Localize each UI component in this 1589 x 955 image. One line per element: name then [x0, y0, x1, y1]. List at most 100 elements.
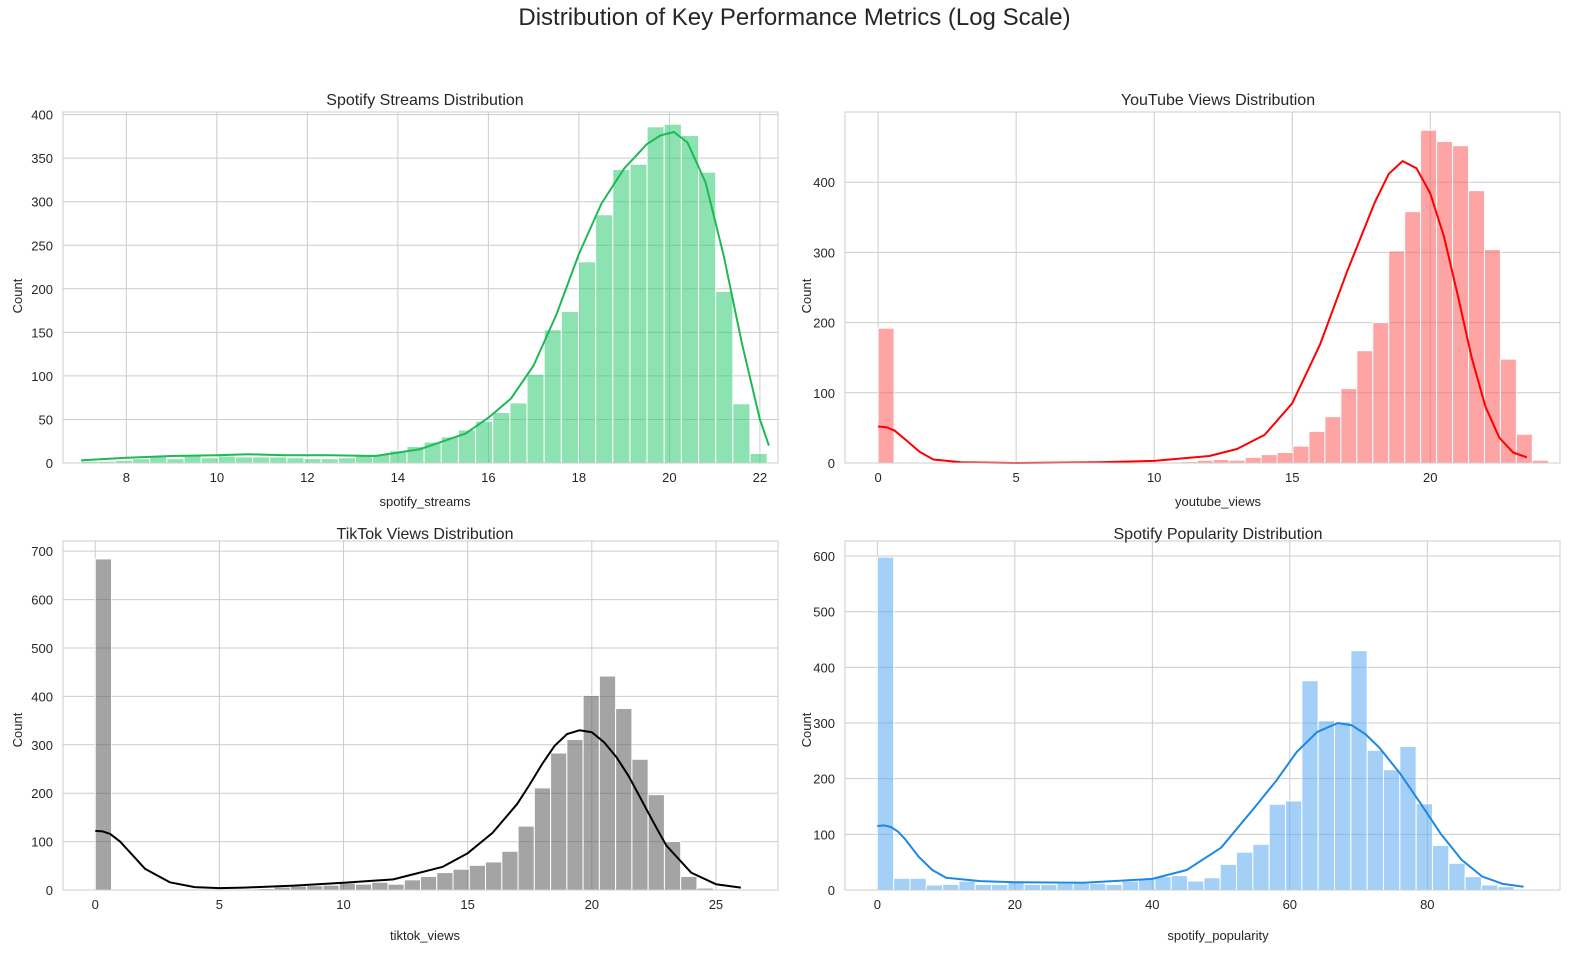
x-tick-label: 18 — [572, 470, 586, 485]
histogram-bar — [1324, 416, 1342, 464]
chart-title: YouTube Views Distribution — [1121, 92, 1315, 109]
y-tick-label: 700 — [31, 544, 53, 559]
histogram-bar — [1366, 749, 1384, 891]
histogram-bar — [1276, 451, 1294, 464]
histogram-bar — [876, 556, 895, 891]
x-tick-label: 10 — [210, 470, 224, 485]
histogram-bar — [132, 458, 151, 464]
histogram-bar — [1072, 882, 1091, 891]
x-tick-label: 20 — [1423, 470, 1437, 485]
y-tick-label: 300 — [813, 716, 835, 731]
y-tick-label: 250 — [31, 238, 53, 253]
x-tick-label: 0 — [875, 470, 882, 485]
histogram-bar — [485, 861, 503, 891]
histogram-bar — [1334, 721, 1352, 891]
y-tick-label: 0 — [46, 883, 53, 898]
histogram-bar — [403, 879, 421, 891]
y-tick-label: 300 — [813, 245, 835, 260]
histogram-bar — [183, 455, 202, 464]
histogram-bar — [1340, 388, 1358, 464]
histogram-bar — [1436, 140, 1454, 464]
histogram-bar — [517, 825, 535, 891]
histogram-bar — [1089, 882, 1107, 891]
histogram-bar — [200, 457, 219, 464]
x-tick-label: 15 — [460, 897, 474, 912]
histogram-bar — [598, 675, 617, 891]
histogram-bar — [663, 123, 682, 464]
histogram-bar — [1252, 843, 1270, 891]
x-tick-label: 0 — [92, 897, 99, 912]
x-axis-label: spotify_popularity — [1167, 928, 1269, 943]
histogram-bar — [338, 882, 356, 891]
histogram-bar — [991, 883, 1009, 891]
x-tick-label: 5 — [216, 897, 223, 912]
histogram-bar — [893, 877, 911, 891]
histogram-bar — [732, 403, 751, 464]
x-tick-label: 10 — [336, 897, 350, 912]
histogram-bar — [612, 168, 631, 464]
histogram-bar — [1404, 211, 1422, 464]
x-tick-label: 40 — [1145, 897, 1159, 912]
y-tick-label: 200 — [31, 282, 53, 297]
histogram-bar — [543, 329, 562, 464]
histogram-bar — [1212, 458, 1230, 464]
histogram-bar — [452, 868, 470, 891]
x-axis-label: spotify_streams — [379, 494, 471, 509]
histogram-bar — [1040, 883, 1058, 891]
figure-title: Distribution of Key Performance Metrics … — [518, 4, 1071, 31]
histogram-bar — [877, 327, 895, 464]
histogram-bar — [420, 875, 438, 891]
y-tick-label: 0 — [828, 456, 835, 471]
histogram-bar — [217, 455, 236, 464]
histogram-bar — [629, 163, 648, 464]
histogram-bar — [646, 126, 665, 464]
histogram-bar — [1464, 876, 1482, 891]
histogram-bar — [1105, 883, 1123, 891]
y-tick-label: 100 — [813, 827, 835, 842]
histogram-bar — [942, 883, 960, 891]
y-tick-label: 100 — [31, 835, 53, 850]
y-tick-label: 150 — [31, 325, 53, 340]
x-tick-label: 25 — [709, 897, 723, 912]
y-tick-label: 500 — [31, 641, 53, 656]
y-tick-label: 400 — [813, 660, 835, 675]
chart-title: TikTok Views Distribution — [337, 526, 514, 543]
y-tick-label: 100 — [813, 386, 835, 401]
histogram-bar — [371, 881, 389, 891]
histogram-bar — [436, 872, 454, 891]
histogram-bar — [560, 310, 579, 464]
histogram-bar — [1203, 877, 1221, 891]
x-tick-label: 60 — [1283, 897, 1297, 912]
y-tick-label: 600 — [31, 593, 53, 608]
histogram-bar — [303, 458, 322, 464]
histogram-bar — [566, 738, 584, 891]
histogram-bar — [1260, 454, 1278, 464]
histogram-bar — [1356, 350, 1374, 464]
spotify-popularity-chart: 0 20 40 60 80 0 100 200 300 400 500 600 Spotify Pop… — [799, 526, 1561, 943]
histogram-bar — [1497, 886, 1515, 891]
histogram-bar — [1236, 851, 1254, 891]
y-tick-label: 50 — [39, 412, 53, 427]
histogram-bar — [501, 850, 519, 891]
kde-curve — [878, 160, 1528, 464]
histogram-bar — [526, 373, 545, 464]
histogram-bar — [595, 214, 614, 464]
histogram-bar — [1244, 456, 1262, 464]
histogram-bar — [1170, 875, 1189, 891]
plot-area: 0 20 40 60 80 0 100 200 300 400 500 600 — [813, 540, 1561, 912]
histogram-bar — [1372, 322, 1390, 464]
histogram-bar — [1468, 190, 1485, 464]
histogram-bar — [286, 457, 305, 464]
histogram-bar — [1292, 445, 1310, 464]
histogram-bar — [1483, 249, 1501, 464]
histogram-bar — [1268, 803, 1287, 891]
histogram-bar — [234, 456, 254, 464]
y-axis-label: Count — [799, 278, 814, 313]
y-tick-label: 400 — [31, 689, 53, 704]
y-tick-label: 200 — [813, 772, 835, 787]
axes-frame — [62, 540, 779, 891]
histogram-bar — [252, 456, 271, 464]
y-tick-label: 300 — [31, 738, 53, 753]
